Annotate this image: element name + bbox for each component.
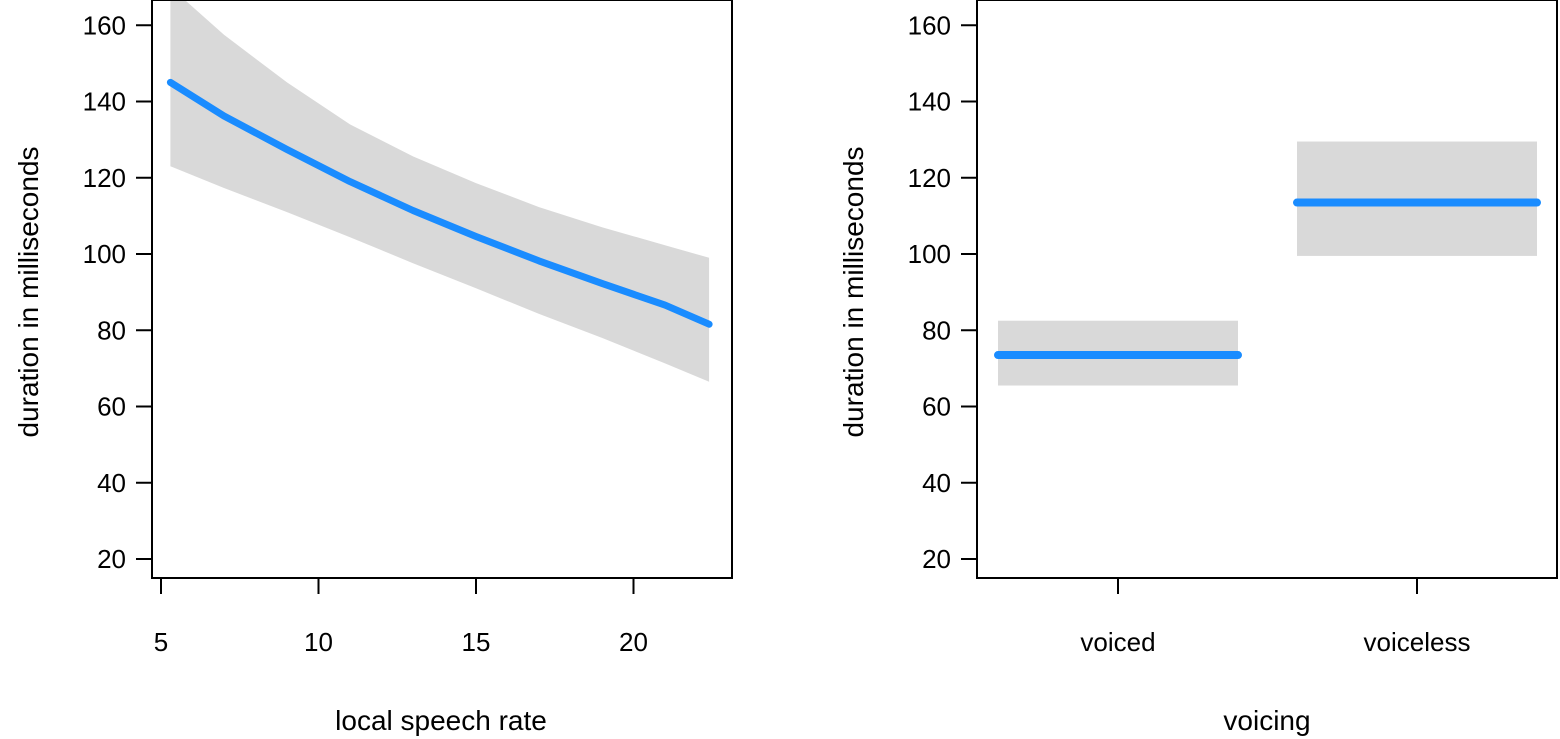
p2-x-tick-label: voiced bbox=[1080, 627, 1155, 657]
p1-effect-line bbox=[166, 78, 713, 328]
p1-x-tick-label: 15 bbox=[462, 627, 491, 657]
p1-y-tick-label: 160 bbox=[83, 10, 126, 40]
p2-y-tick-label: 160 bbox=[908, 10, 951, 40]
p1-plot-frame bbox=[151, 0, 733, 579]
p2-x-axis: voiced voiceless bbox=[1080, 578, 1470, 657]
p2-y-tick-label: 120 bbox=[908, 163, 951, 193]
p2-y-tick-label: 60 bbox=[922, 392, 951, 422]
p1-effect-line-layer bbox=[166, 78, 713, 328]
p2-y-tick-label: 100 bbox=[908, 239, 951, 269]
p1-x-tick-label: 5 bbox=[154, 627, 168, 657]
p2-x-axis-title: voicing bbox=[1223, 705, 1310, 736]
p1-y-tick-label: 60 bbox=[97, 392, 126, 422]
p2-y-axis-title: duration in milliseconds bbox=[838, 146, 869, 437]
p1-x-axis: 5 10 15 20 bbox=[154, 578, 648, 657]
p1-y-tick-label: 100 bbox=[83, 239, 126, 269]
p2-effect-line-layer bbox=[994, 198, 1541, 360]
p1-y-tick-label: 40 bbox=[97, 468, 126, 498]
p1-confidence-band bbox=[170, 0, 710, 382]
p1-y-tick-label: 140 bbox=[83, 87, 126, 117]
p1-y-tick-label: 80 bbox=[97, 315, 126, 345]
p1-y-tick-label: 20 bbox=[97, 544, 126, 574]
p2-plot-frame bbox=[976, 0, 1558, 579]
p2-y-tick-label: 20 bbox=[922, 544, 951, 574]
p2-y-axis: 20 40 60 80 100 120 140 160 bbox=[908, 10, 977, 574]
p2-x-tick-label: voiceless bbox=[1364, 627, 1471, 657]
p1-x-axis-title: local speech rate bbox=[335, 705, 547, 736]
panel-voicing: 20 40 60 80 100 120 140 160 voiced voiceless voi… bbox=[838, 0, 1558, 736]
p2-confidence-band-layer bbox=[998, 141, 1537, 386]
p1-confidence-band-layer bbox=[170, 0, 710, 382]
p2-y-tick-label: 140 bbox=[908, 87, 951, 117]
panel-speech-rate: 20 40 60 80 100 120 140 160 5 10 15 20 local speec… bbox=[13, 0, 733, 736]
p2-y-tick-label: 80 bbox=[922, 315, 951, 345]
p2-y-tick-label: 40 bbox=[922, 468, 951, 498]
p1-y-axis: 20 40 60 80 100 120 140 160 bbox=[83, 10, 152, 574]
p1-y-tick-label: 120 bbox=[83, 163, 126, 193]
p1-x-tick-label: 20 bbox=[619, 627, 648, 657]
p1-x-tick-label: 10 bbox=[304, 627, 333, 657]
p1-y-axis-title: duration in milliseconds bbox=[13, 146, 44, 437]
